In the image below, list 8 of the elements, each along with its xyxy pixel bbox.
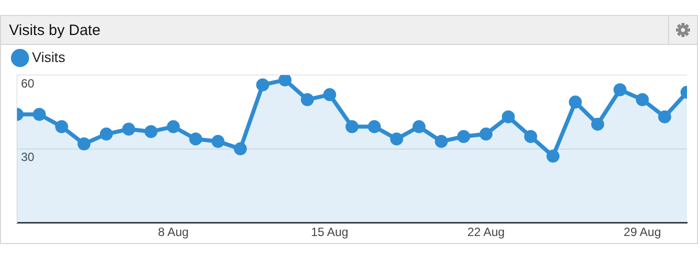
x-tick-label: 8 Aug	[158, 225, 189, 240]
legend-label: Visits	[32, 48, 66, 65]
x-tick-label: 29 Aug	[624, 225, 662, 240]
chart-title: Visits by Date	[8, 22, 100, 38]
x-tick-label: 15 Aug	[310, 225, 348, 240]
y-tick-label: 60	[21, 76, 35, 90]
y-tick-label: 30	[21, 150, 35, 164]
x-tick-label: 22 Aug	[467, 225, 505, 240]
